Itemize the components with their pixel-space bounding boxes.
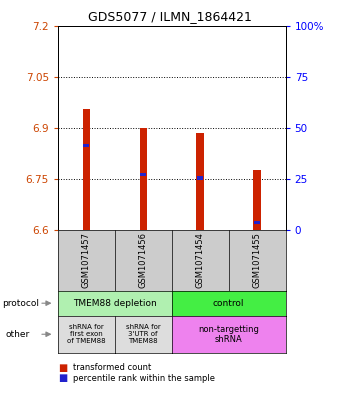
Text: percentile rank within the sample: percentile rank within the sample [73, 374, 215, 383]
Text: GSM1071456: GSM1071456 [139, 232, 148, 288]
Bar [83, 109, 90, 230]
Text: other: other [5, 330, 29, 339]
Text: non-targetting
shRNA: non-targetting shRNA [198, 325, 259, 344]
Text: ■: ■ [58, 373, 67, 384]
Text: protocol: protocol [2, 299, 39, 308]
Bar [197, 133, 204, 230]
Bar [254, 221, 260, 224]
Bar [139, 128, 147, 230]
Text: GDS5077 / ILMN_1864421: GDS5077 / ILMN_1864421 [88, 10, 252, 23]
Text: control: control [213, 299, 244, 308]
Bar [197, 176, 203, 180]
Text: transformed count: transformed count [73, 364, 151, 372]
Text: GSM1071457: GSM1071457 [82, 232, 91, 288]
Bar [140, 173, 147, 176]
Text: TMEM88 depletion: TMEM88 depletion [73, 299, 157, 308]
Text: GSM1071455: GSM1071455 [253, 232, 261, 288]
Bar [253, 170, 261, 230]
Text: shRNA for
3'UTR of
TMEM88: shRNA for 3'UTR of TMEM88 [126, 324, 160, 344]
Text: GSM1071454: GSM1071454 [196, 232, 205, 288]
Bar [83, 144, 89, 147]
Text: shRNA for
first exon
of TMEM88: shRNA for first exon of TMEM88 [67, 324, 106, 344]
Text: ■: ■ [58, 363, 67, 373]
